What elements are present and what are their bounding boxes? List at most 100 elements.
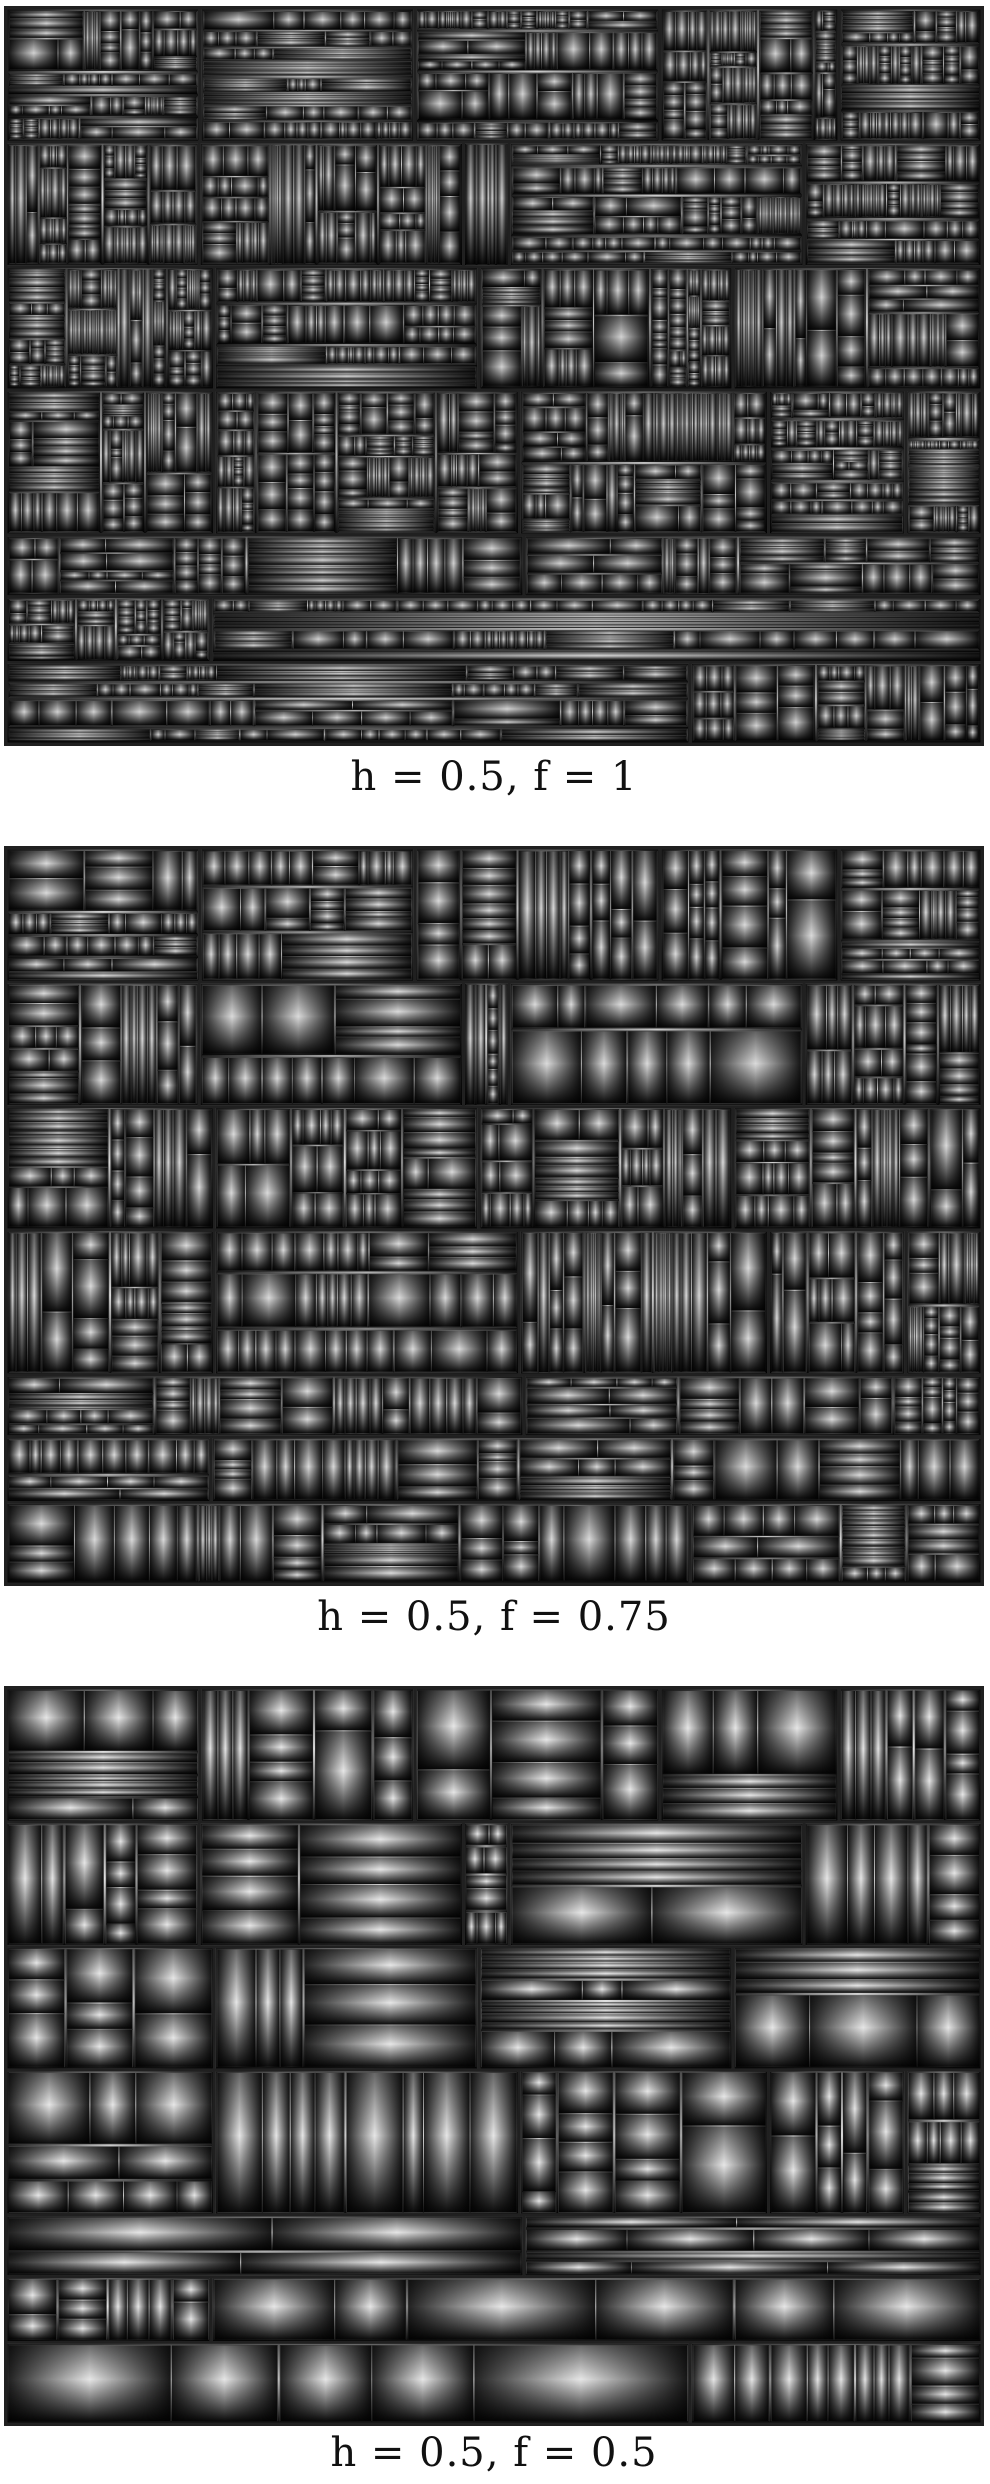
cushion-shade — [54, 366, 59, 386]
cushion-shade — [69, 225, 100, 229]
cushion-shade — [77, 493, 99, 532]
cushion-shade — [163, 420, 175, 451]
cushion-shade — [22, 106, 49, 115]
cushion-shade — [338, 238, 355, 263]
cushion-shade — [203, 61, 412, 65]
cushion-shade — [415, 270, 429, 278]
cushion-shade — [795, 339, 806, 386]
cushion-shade — [81, 382, 105, 386]
cushion-shade — [742, 197, 756, 218]
cushion-shade — [652, 270, 668, 289]
cushion-shade — [147, 474, 184, 496]
cushion-shade — [69, 381, 80, 386]
cushion-shade — [513, 237, 546, 250]
cushion-shade — [104, 210, 118, 225]
cushion-shade — [153, 302, 157, 346]
cushion-shade — [40, 119, 51, 139]
cushion-shade — [258, 393, 288, 414]
cushion-shade — [274, 48, 411, 52]
cushion-shade — [842, 146, 862, 150]
cushion-shade — [371, 32, 393, 46]
cushion-shade — [169, 376, 185, 386]
cushion-shade — [467, 270, 475, 302]
cushion-shade — [438, 393, 450, 452]
cushion-shade — [542, 33, 551, 69]
cushion-shade — [522, 11, 536, 17]
cushion-shade — [234, 488, 241, 532]
cushion-shade — [30, 349, 45, 364]
cushion-shade — [53, 219, 61, 243]
cushion-shade — [589, 252, 626, 263]
cushion-shade — [314, 455, 334, 472]
cushion-shade — [719, 270, 724, 301]
cushion-shade — [218, 351, 326, 353]
cushion-shade — [125, 484, 143, 498]
cushion-shade — [794, 197, 798, 233]
cushion-shade — [218, 330, 230, 343]
cushion-shade — [643, 168, 653, 194]
cushion-shade — [21, 493, 34, 532]
cushion-shade — [472, 19, 487, 29]
cushion-shade — [885, 221, 924, 239]
cushion-shade — [413, 440, 434, 445]
cushion-shade — [9, 134, 23, 139]
cushion-shade — [888, 205, 900, 217]
cushion-shade — [758, 197, 763, 233]
cushion-shade — [544, 309, 592, 321]
cushion-shade — [642, 33, 657, 69]
cushion-shade — [935, 184, 940, 217]
cushion-shade — [833, 118, 836, 139]
cushion-shade — [709, 356, 716, 386]
cushion-shade — [164, 101, 197, 107]
cushion-shade — [451, 11, 455, 29]
cushion-shade — [551, 33, 556, 69]
cushion-shade — [16, 145, 26, 264]
cushion-shade — [314, 435, 334, 453]
cushion-shade — [40, 219, 48, 243]
cushion-shade — [748, 146, 761, 155]
cushion-shade — [137, 270, 142, 320]
cushion-shade — [602, 154, 618, 161]
cushion-shade — [590, 33, 613, 69]
cushion-shade — [888, 184, 900, 193]
cushion-shade — [690, 52, 700, 81]
cushion-shade — [415, 418, 434, 434]
cushion-shade — [858, 47, 864, 84]
cushion-shade — [507, 15, 521, 23]
cushion-shade — [841, 103, 980, 109]
cushion-shade — [482, 293, 540, 296]
cushion-shade — [710, 129, 727, 139]
cushion-shade — [177, 299, 187, 309]
cushion-shade — [301, 286, 325, 294]
cushion-shade — [777, 100, 788, 114]
cushion-shade — [490, 73, 509, 119]
cushion-shade — [135, 158, 146, 165]
cushion-shade — [153, 279, 165, 283]
cushion-shade — [966, 11, 979, 43]
cushion-shade — [644, 217, 658, 233]
cushion-shade — [837, 367, 865, 386]
cushion-shade — [837, 270, 865, 295]
cushion-shade — [624, 11, 657, 21]
cushion-shade — [696, 296, 700, 328]
cushion-shade — [242, 503, 254, 510]
cushion-shade — [114, 270, 117, 308]
cushion-shade — [513, 168, 560, 184]
cushion-shade — [808, 167, 841, 171]
cushion-shade — [305, 11, 341, 30]
cushion-shade — [479, 472, 516, 487]
cushion-shade — [58, 39, 83, 70]
cushion-shade — [111, 97, 123, 115]
cushion-shade — [791, 39, 812, 72]
cushion-shade — [102, 270, 108, 308]
cushion-shade — [957, 270, 979, 285]
cushion-shade — [937, 33, 956, 43]
cushion-shade — [272, 145, 274, 264]
cushion-shade — [288, 306, 306, 343]
cushion-shade — [147, 514, 184, 532]
cushion-shade — [346, 270, 361, 302]
cushion-shade — [252, 222, 258, 263]
cushion-shade — [33, 438, 99, 447]
cushion-shade — [204, 32, 219, 46]
cushion-shade — [960, 124, 979, 139]
